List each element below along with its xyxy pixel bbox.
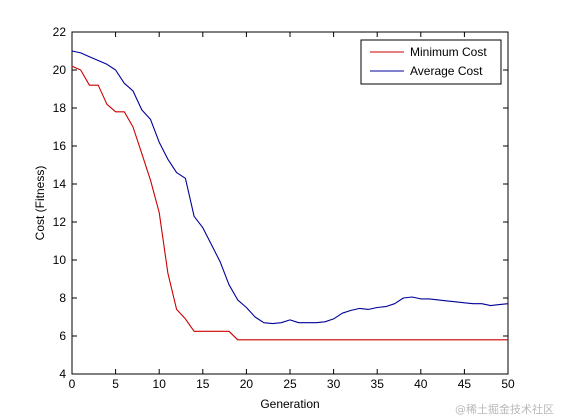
y-axis-title: Cost (Fitness) — [33, 166, 47, 241]
x-tick-label: 45 — [458, 377, 472, 391]
legend-label-average-cost: Average Cost — [410, 64, 483, 78]
x-tick-label: 35 — [371, 377, 385, 391]
y-tick-label: 14 — [53, 177, 67, 191]
legend: Minimum Cost Average Cost — [360, 39, 502, 85]
y-tick-label: 8 — [59, 291, 66, 305]
x-tick-label: 0 — [69, 377, 76, 391]
y-tick-label: 12 — [53, 215, 67, 229]
y-tick-label: 16 — [53, 139, 67, 153]
legend-box — [360, 39, 502, 85]
y-tick-label: 22 — [53, 25, 67, 39]
series-layer — [71, 50, 509, 341]
legend-label-minimum-cost: Minimum Cost — [410, 45, 487, 59]
y-tick-label: 18 — [53, 101, 67, 115]
y-tick-label: 6 — [59, 329, 66, 343]
x-tick-label: 15 — [196, 377, 210, 391]
y-tick-label: 10 — [53, 253, 67, 267]
plot-area — [71, 31, 509, 375]
x-axis-title: Generation — [260, 397, 319, 411]
x-tick-label: 25 — [283, 377, 297, 391]
x-tick-label: 40 — [414, 377, 428, 391]
x-tick-label: 30 — [327, 377, 341, 391]
x-tick-label: 10 — [153, 377, 167, 391]
series-line-average-cost — [71, 50, 509, 325]
series-line-minimum-cost — [71, 65, 508, 341]
ticks-layer: 0 5 10 15 20 25 30 35 40 45 50 4 6 8 10 12 14 16 18 20 22 — [53, 25, 515, 391]
x-tick-label: 50 — [501, 377, 515, 391]
x-tick-label: 5 — [112, 377, 119, 391]
watermark: @稀土掘金技术社区 — [455, 402, 554, 416]
x-tick-label: 20 — [240, 377, 254, 391]
y-tick-label: 20 — [53, 63, 67, 77]
y-tick-label: 4 — [59, 367, 66, 381]
